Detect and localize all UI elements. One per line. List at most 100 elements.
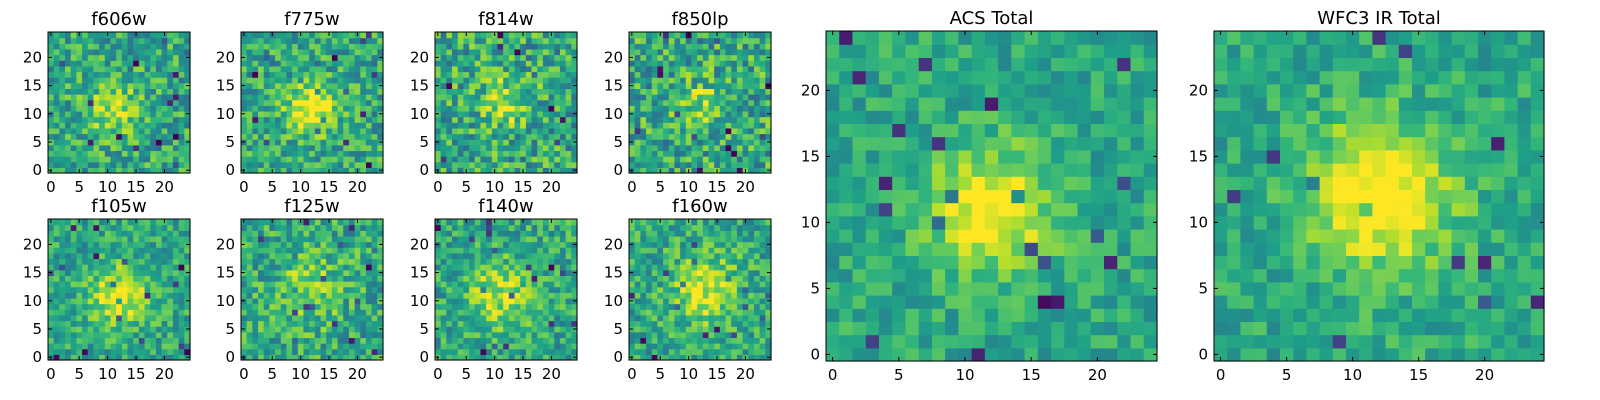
heatmap-cell bbox=[144, 65, 151, 73]
heatmap-cell bbox=[452, 77, 459, 84]
heatmap-cell bbox=[326, 133, 333, 140]
heatmap-cell bbox=[457, 235, 464, 243]
heatmap-cell bbox=[440, 77, 447, 84]
heatmap-cell bbox=[457, 60, 464, 67]
heatmap-cell bbox=[99, 224, 106, 231]
heatmap-cell bbox=[542, 139, 550, 146]
heatmap-cell bbox=[503, 269, 510, 276]
heatmap-cell bbox=[640, 71, 647, 78]
heatmap-cell bbox=[343, 297, 350, 305]
heatmap-cell bbox=[246, 247, 253, 254]
heatmap-cell bbox=[258, 331, 265, 339]
heatmap-cell bbox=[343, 133, 350, 140]
heatmap-cell bbox=[269, 110, 276, 118]
heatmap-cell bbox=[452, 32, 459, 39]
heatmap-cell bbox=[326, 139, 333, 146]
heatmap-cell bbox=[702, 331, 710, 339]
heatmap-cell bbox=[474, 156, 482, 163]
heatmap-cell bbox=[155, 286, 163, 293]
heatmap-cell bbox=[452, 105, 459, 112]
heatmap-cell bbox=[161, 337, 168, 344]
heatmap-cell bbox=[87, 139, 95, 146]
heatmap-cell bbox=[554, 116, 561, 123]
heatmap-cell bbox=[452, 297, 459, 305]
heatmap-cell bbox=[731, 309, 738, 316]
heatmap-cell bbox=[144, 275, 151, 282]
heatmap-cell bbox=[331, 320, 339, 327]
heatmap-cell bbox=[565, 77, 572, 84]
heatmap-cell bbox=[297, 337, 305, 344]
heatmap-cell bbox=[309, 139, 316, 146]
heatmap-cell bbox=[82, 235, 89, 243]
heatmap-cell bbox=[554, 292, 561, 299]
heatmap-cell bbox=[748, 309, 755, 316]
heatmap-cell bbox=[286, 241, 293, 248]
heatmap-cell bbox=[275, 269, 282, 276]
heatmap-cell bbox=[104, 88, 112, 95]
heatmap-cell bbox=[486, 133, 493, 140]
heatmap-cell bbox=[640, 139, 647, 146]
heatmap-cell bbox=[82, 156, 89, 163]
heatmap-cell bbox=[326, 48, 333, 56]
heatmap-cell bbox=[144, 105, 151, 112]
heatmap-cell bbox=[680, 320, 687, 327]
heatmap-cell bbox=[634, 343, 641, 350]
heatmap-cell bbox=[548, 303, 555, 310]
heatmap-cell bbox=[65, 264, 72, 271]
heatmap-cell bbox=[742, 65, 749, 73]
heatmap-cell bbox=[87, 309, 95, 316]
heatmap-cell bbox=[110, 331, 117, 339]
heatmap-cell bbox=[646, 331, 653, 339]
heatmap-cell bbox=[525, 331, 533, 339]
heatmap-cell bbox=[155, 110, 163, 118]
heatmap-cell bbox=[365, 94, 373, 101]
heatmap-cell bbox=[708, 297, 715, 305]
heatmap-cell bbox=[241, 314, 248, 322]
heatmap-cell bbox=[452, 303, 459, 310]
heatmap-cell bbox=[269, 292, 276, 299]
heatmap-cell bbox=[82, 122, 89, 129]
heatmap-cell bbox=[286, 269, 293, 276]
heatmap-cell bbox=[53, 219, 60, 226]
heatmap-cell bbox=[748, 326, 755, 333]
heatmap-cell bbox=[320, 326, 327, 333]
heatmap-cell bbox=[138, 230, 146, 237]
heatmap-cell bbox=[474, 258, 482, 265]
heatmap-cell bbox=[110, 269, 117, 276]
heatmap-cell bbox=[469, 331, 476, 339]
heatmap-cell bbox=[668, 99, 676, 106]
heatmap-cell bbox=[241, 127, 248, 135]
heatmap-cell bbox=[292, 133, 299, 140]
heatmap-cell bbox=[314, 309, 322, 316]
heatmap-cell bbox=[184, 320, 191, 327]
heatmap-cell bbox=[497, 144, 504, 152]
heatmap-cell bbox=[508, 167, 516, 174]
heatmap-cell bbox=[133, 77, 140, 84]
heatmap-cell bbox=[258, 116, 265, 123]
heatmap-cell bbox=[731, 99, 738, 106]
heatmap-cell bbox=[144, 54, 151, 61]
heatmap-cell bbox=[702, 326, 710, 333]
heatmap-cell bbox=[486, 258, 493, 265]
heatmap-cell bbox=[144, 314, 151, 322]
heatmap-cell bbox=[138, 150, 146, 157]
heatmap-cell bbox=[719, 320, 727, 327]
heatmap-cell bbox=[331, 105, 339, 112]
heatmap-cell bbox=[116, 144, 123, 152]
heatmap-cell bbox=[76, 326, 83, 333]
heatmap-cell bbox=[343, 65, 350, 73]
heatmap-cell bbox=[691, 110, 698, 118]
heatmap-cell bbox=[377, 337, 384, 344]
heatmap-cell bbox=[138, 167, 146, 174]
heatmap-cell bbox=[708, 309, 715, 316]
heatmap-cell bbox=[691, 65, 698, 73]
heatmap-cell bbox=[104, 275, 112, 282]
heatmap-cell bbox=[365, 247, 373, 254]
heatmap-cell bbox=[629, 71, 636, 78]
x-tick-label: 5 bbox=[267, 178, 277, 196]
heatmap-cell bbox=[93, 219, 100, 226]
heatmap-cell bbox=[446, 348, 453, 355]
heatmap-cell bbox=[446, 88, 453, 95]
heatmap-cell bbox=[668, 314, 676, 322]
heatmap-cell bbox=[286, 297, 293, 305]
